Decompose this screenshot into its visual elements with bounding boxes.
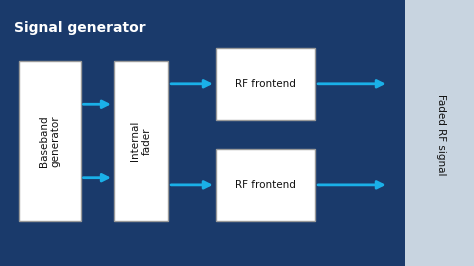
Bar [114,61,168,221]
Bar [216,48,315,120]
Bar [19,61,81,221]
Text: RF frontend: RF frontend [235,79,296,89]
Text: Signal generator: Signal generator [14,21,146,35]
Text: Baseband
generator: Baseband generator [39,115,61,167]
Text: Faded RF signal: Faded RF signal [436,94,446,175]
Text: Internal
fader: Internal fader [130,121,152,161]
Text: RF frontend: RF frontend [235,180,296,190]
Bar [216,149,315,221]
Bar [0,0,405,266]
